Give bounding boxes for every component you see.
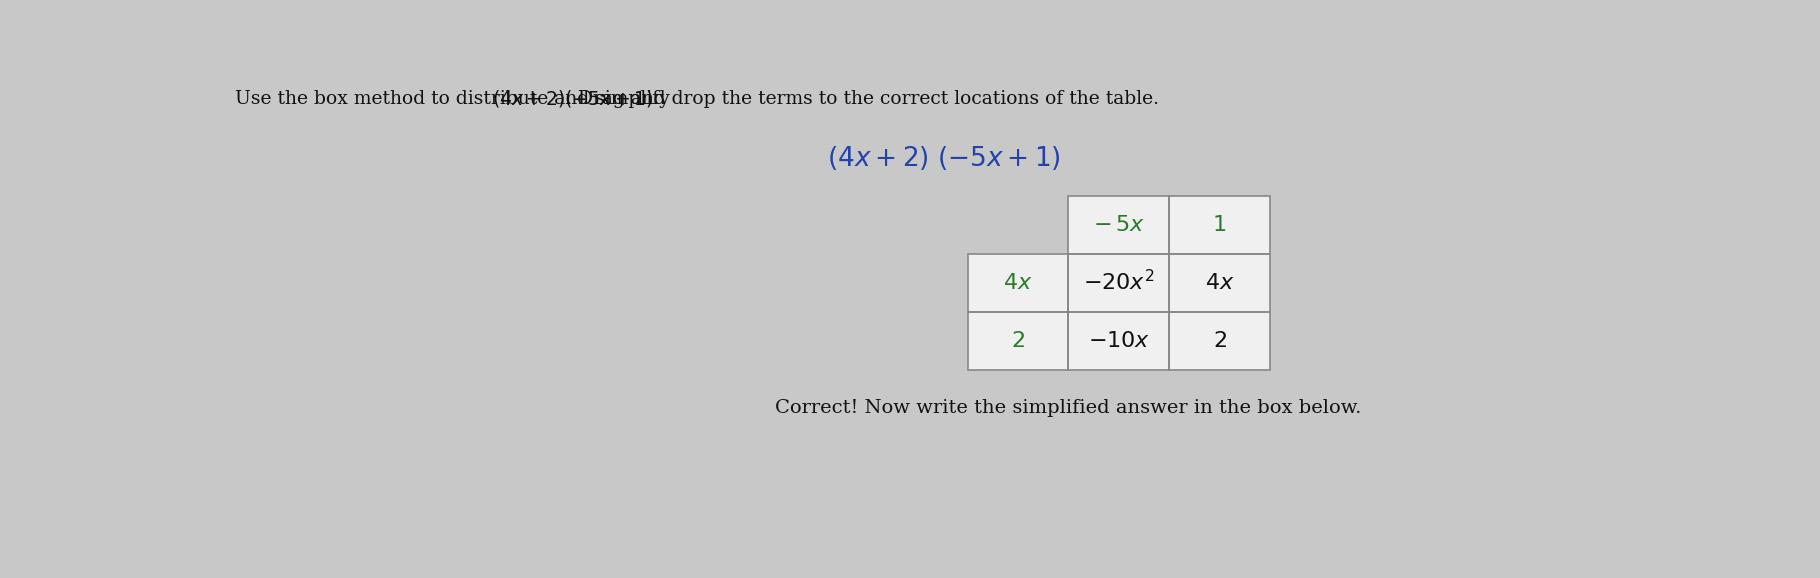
Bar	[1168, 197, 1270, 254]
Bar	[1068, 312, 1168, 370]
Text: Use the box method to distribute and simplify: Use the box method to distribute and sim…	[235, 90, 675, 108]
Bar	[1068, 197, 1168, 254]
Bar	[968, 254, 1068, 312]
Text: $(4x+2)$: $(4x+2)$	[826, 144, 928, 172]
Bar	[968, 312, 1068, 370]
Bar	[1168, 312, 1270, 370]
Text: $(-5x+1)$: $(-5x+1)$	[937, 144, 1061, 172]
Bar	[968, 312, 1068, 370]
Text: $-10x$: $-10x$	[1088, 330, 1150, 352]
Text: $4x$: $4x$	[1003, 272, 1032, 294]
Bar	[968, 254, 1068, 312]
Bar	[1168, 254, 1270, 312]
Text: $-20x^2$: $-20x^2$	[1083, 271, 1154, 295]
Text: $-\,5x$: $-\,5x$	[1092, 214, 1145, 236]
Text: $4x$: $4x$	[1205, 272, 1234, 294]
Text: Correct! Now write the simplified answer in the box below.: Correct! Now write the simplified answer…	[775, 399, 1361, 417]
Bar	[1168, 254, 1270, 312]
Bar	[1068, 254, 1168, 312]
Bar	[1068, 197, 1168, 254]
Text: $2$: $2$	[1012, 330, 1025, 352]
Bar	[1168, 197, 1270, 254]
Text: $2$: $2$	[1212, 330, 1227, 352]
Bar	[1068, 312, 1168, 370]
Bar	[1168, 312, 1270, 370]
Text: . Drag and drop the terms to the correct locations of the table.: . Drag and drop the terms to the correct…	[566, 90, 1159, 108]
Text: $1$: $1$	[1212, 214, 1227, 236]
Bar	[1068, 254, 1168, 312]
Text: $(4x+2)(-5x+1)$: $(4x+2)(-5x+1)$	[491, 88, 653, 109]
